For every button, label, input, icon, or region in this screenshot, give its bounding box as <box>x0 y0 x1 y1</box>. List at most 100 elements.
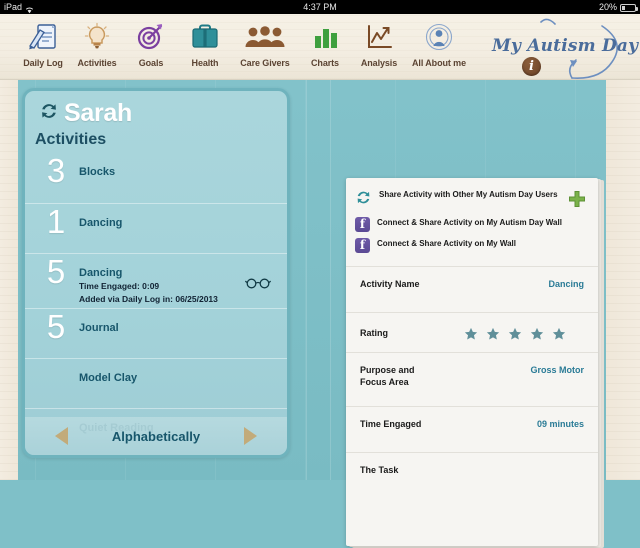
field-rating[interactable]: Rating <box>346 312 598 352</box>
person-broadcast-icon <box>419 17 459 57</box>
item-count: 5 <box>46 253 66 290</box>
star-icon <box>530 327 544 340</box>
status-bar-right: 20% <box>598 0 638 14</box>
lightbulb-icon <box>80 17 114 57</box>
field-label: Purpose and Focus Area <box>360 365 415 387</box>
tab-health[interactable]: Health <box>178 17 232 68</box>
item-count: 1 <box>46 203 66 240</box>
tab-goals-label: Goals <box>138 58 164 68</box>
wifi-icon <box>25 4 34 14</box>
share-row-my-wall[interactable]: f Connect & Share Activity on My Wall <box>346 235 598 256</box>
field-the-task[interactable]: The Task <box>346 452 598 516</box>
daily-log-icon <box>26 17 60 57</box>
share-row-my-autism-day-users[interactable]: Share Activity with Other My Autism Day … <box>346 186 598 214</box>
page-seam <box>330 80 331 480</box>
medical-bag-icon <box>188 17 222 57</box>
bar-chart-icon <box>308 17 342 57</box>
star-icon <box>464 327 478 340</box>
item-name: Dancing <box>79 267 123 279</box>
child-name: Sarah <box>64 99 132 127</box>
tab-daily-log-label: Daily Log <box>23 58 63 68</box>
brand-title: My Autism Day <box>492 36 639 56</box>
item-added-via: Added via Daily Log in: 06/25/2013 <box>79 293 218 304</box>
sync-icon <box>355 189 372 211</box>
star-icon <box>508 327 522 340</box>
tab-charts[interactable]: Charts <box>298 17 352 68</box>
activities-list-panel: Sarah Activities 3 Blocks 1 Dancing 5 Da… <box>22 88 290 458</box>
app-brand: My Autism Day i <box>484 18 638 86</box>
item-name: Dancing <box>79 217 123 229</box>
paper-edge-left <box>0 80 18 480</box>
swirl-decoration <box>540 18 618 79</box>
item-name: Model Clay <box>79 372 138 384</box>
field-label: Time Engaged <box>360 419 422 429</box>
tab-bar: Daily Log Activities <box>16 17 472 68</box>
battery-icon <box>620 4 638 12</box>
field-label: Rating <box>360 327 388 338</box>
line-graph-icon <box>362 17 396 57</box>
status-bar: iPad 4:37 PM 20% <box>0 0 640 14</box>
glasses-icon[interactable] <box>244 276 272 294</box>
activity-list: 3 Blocks 1 Dancing 5 Dancing Time Engage… <box>25 152 287 455</box>
sort-bar: Alphabetically <box>25 417 287 455</box>
left-arrow-icon[interactable] <box>54 427 68 445</box>
star-icon <box>552 327 566 340</box>
tab-all-about-me[interactable]: All About me <box>406 17 472 68</box>
tab-activities-label: Activities <box>77 58 117 68</box>
field-time-engaged[interactable]: Time Engaged 09 minutes <box>346 406 598 452</box>
list-item-selected[interactable]: 5 Dancing Time Engaged: 0:09 Added via D… <box>25 253 287 308</box>
page-seam <box>306 80 307 480</box>
tab-goals[interactable]: Goals <box>124 17 178 68</box>
tab-health-label: Health <box>191 58 219 68</box>
tab-analysis-label: Analysis <box>360 58 398 68</box>
child-header[interactable]: Sarah <box>39 99 132 128</box>
tab-care-givers[interactable]: Care Givers <box>232 17 298 68</box>
activity-detail-panel: Share Activity with Other My Autism Day … <box>346 178 598 546</box>
tab-all-about-me-label: All About me <box>412 58 466 68</box>
target-icon <box>134 17 168 57</box>
right-arrow-icon[interactable] <box>244 427 258 445</box>
field-purpose-focus-area[interactable]: Purpose and Focus Area Gross Motor <box>346 352 598 406</box>
field-value: Gross Motor <box>530 365 584 375</box>
item-name: Blocks <box>79 166 116 178</box>
item-count: 5 <box>46 308 66 345</box>
info-button[interactable]: i <box>522 57 541 76</box>
people-group-icon <box>243 17 287 57</box>
field-value: Dancing <box>548 279 584 289</box>
item-name: Journal <box>79 322 119 334</box>
field-activity-name[interactable]: Activity Name Dancing <box>346 266 598 312</box>
battery-percent: 20% <box>598 2 617 12</box>
tab-activities[interactable]: Activities <box>70 17 124 68</box>
tab-care-givers-label: Care Givers <box>240 58 290 68</box>
sort-mode-label: Alphabetically <box>111 428 201 444</box>
clock: 4:37 PM <box>303 2 337 12</box>
rating-stars[interactable] <box>464 327 584 341</box>
field-label: Activity Name <box>360 279 420 289</box>
tab-analysis[interactable]: Analysis <box>352 17 406 68</box>
tab-charts-label: Charts <box>311 58 339 68</box>
share-options: Share Activity with Other My Autism Day … <box>346 178 598 260</box>
share-label: Connect & Share Activity on My Wall <box>377 239 516 248</box>
sync-icon[interactable] <box>39 101 59 126</box>
facebook-icon: f <box>355 217 370 232</box>
list-item[interactable]: 5 Journal <box>25 308 287 358</box>
list-item[interactable]: 1 Dancing <box>25 203 287 253</box>
list-item[interactable]: 3 Blocks <box>25 152 287 203</box>
paper-edge-right <box>606 80 640 480</box>
detail-fields: Activity Name Dancing Rating Purpose and… <box>346 266 598 516</box>
device-label: iPad <box>4 2 23 12</box>
field-value: 09 minutes <box>536 419 584 429</box>
star-icon <box>486 327 500 340</box>
item-time-engaged: Time Engaged: 0:09 <box>79 281 160 291</box>
field-label: The Task <box>360 465 399 475</box>
list-item[interactable]: Model Clay <box>25 358 287 408</box>
plus-icon[interactable] <box>568 190 586 213</box>
share-label: Share Activity with Other My Autism Day … <box>379 190 558 199</box>
main-toolbar: Daily Log Activities <box>0 14 640 80</box>
facebook-icon: f <box>355 238 370 253</box>
item-count: 3 <box>46 152 66 189</box>
status-bar-left: iPad <box>4 0 34 14</box>
share-row-autism-day-wall[interactable]: f Connect & Share Activity on My Autism … <box>346 214 598 235</box>
share-label: Connect & Share Activity on My Autism Da… <box>377 218 562 227</box>
tab-daily-log[interactable]: Daily Log <box>16 17 70 68</box>
